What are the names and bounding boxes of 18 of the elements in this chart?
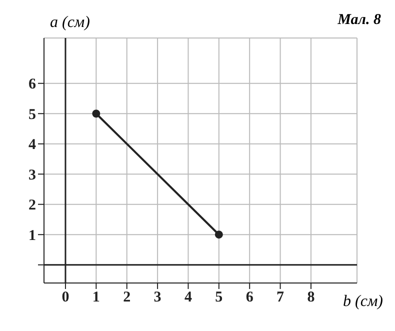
- text: Мал. 8: [338, 12, 381, 29]
- y-tick-label: 6: [28, 76, 36, 93]
- y-tick-label: 1: [28, 228, 36, 244]
- x-tick-label: 1: [92, 290, 100, 306]
- x-tick-label: 0: [62, 290, 70, 306]
- x-tick-label: 5: [215, 290, 223, 306]
- x-tick-label: 7: [276, 290, 285, 306]
- x-tick-label: 3: [154, 290, 162, 306]
- y-tick-label: 3: [28, 167, 36, 184]
- x-tick-label: 8: [307, 290, 315, 306]
- y-tick-label: 2: [28, 198, 36, 214]
- y-tick-label: 4: [28, 137, 36, 154]
- x-tick-label: 2: [123, 290, 131, 306]
- y-axis-title: a (см): [50, 14, 90, 32]
- x-tick-label: 6: [246, 290, 254, 306]
- y-tick-label: 5: [28, 106, 36, 123]
- x-tick-label: 4: [184, 290, 192, 306]
- x-axis-title: b (см): [343, 293, 383, 311]
